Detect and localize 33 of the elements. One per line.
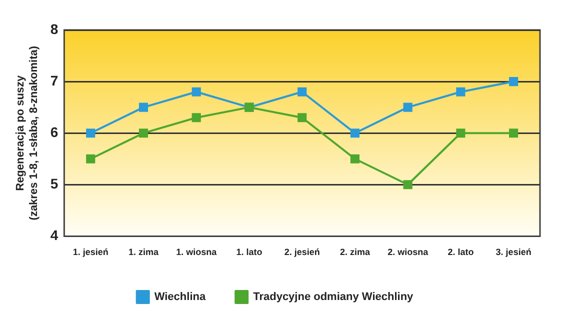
point [86,154,96,164]
y-axis-title: Regeneracja po suszy (zakres 1-8, 1-słaba, 8-znakomita) [14,46,40,220]
point [350,154,360,164]
point [298,87,307,96]
y-tick-label: 6 [50,124,58,140]
point [350,128,360,138]
point [509,77,518,86]
x-tick-label: 1. wiosna [176,247,218,258]
x-tick-label: 3. jesień [496,247,532,258]
point [138,102,148,112]
x-tick-label: 2. wiosna [388,247,430,258]
y-tick-label: 8 [50,20,58,37]
point [403,180,412,190]
point [192,87,201,96]
point [456,87,466,96]
x-tick-label: 1. lato [236,247,263,258]
x-tick-label: 1. zima [128,247,160,258]
y-tick-label: 5 [50,176,58,192]
x-tick-label: 2. zima [340,247,371,258]
x-tick-label: 2. lato [448,247,474,258]
point [403,102,412,112]
legend-label: Wiechlina [154,291,206,304]
legend-label: Tradycyjne odmiany Wiechliny [253,291,414,304]
x-tick-label: 1. jesień [72,247,108,258]
point [192,113,201,122]
y-tick-label: 7 [50,72,58,88]
point [509,128,518,138]
y-tick-label: 4 [50,227,58,244]
point [298,113,307,122]
point [138,128,148,138]
point [86,128,96,138]
point [456,128,466,138]
x-tick-label: 2. jesień [284,247,320,258]
